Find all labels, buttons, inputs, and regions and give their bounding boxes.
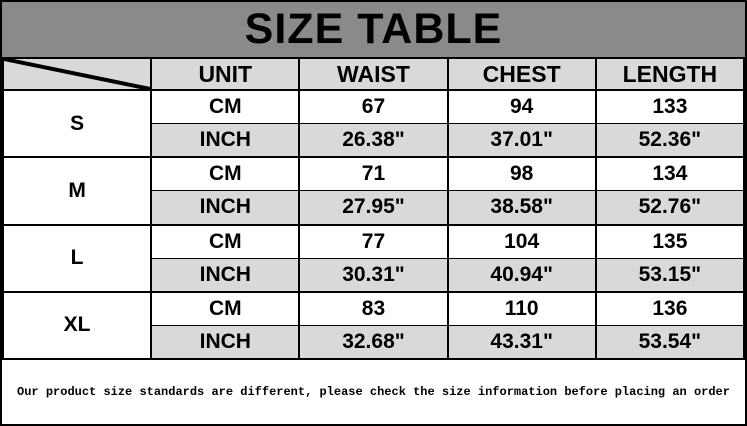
unit-cell: INCH	[150, 257, 301, 293]
cell-waist: 27.95"	[298, 190, 449, 226]
cell-length: 52.76"	[594, 190, 746, 226]
cell-chest: 37.01"	[446, 123, 597, 159]
title-band: SIZE TABLE	[2, 2, 745, 57]
column-header-unit: UNIT	[150, 57, 301, 91]
cell-chest: 104	[446, 223, 597, 259]
unit-cell: INCH	[150, 190, 301, 226]
table-row: INCH 26.38" 37.01" 52.36"	[3, 123, 746, 159]
cell-length: 134	[594, 156, 746, 192]
cell-chest: 94	[446, 89, 597, 125]
corner-cell	[1, 57, 153, 91]
footer-note-bar: Our product size standards are different…	[2, 360, 745, 424]
unit-cell: CM	[150, 290, 301, 326]
cell-waist: 67	[298, 89, 449, 125]
table-row: S CM 67 94 133	[1, 88, 746, 159]
cell-waist: 32.68"	[298, 324, 449, 360]
size-label-cell: S	[1, 88, 153, 159]
page-title: SIZE TABLE	[244, 5, 503, 53]
cell-waist: 30.31"	[298, 257, 449, 293]
size-label-cell: XL	[1, 290, 153, 361]
column-header-length: LENGTH	[594, 57, 746, 91]
table-row: XL CM 83 110 136	[1, 290, 746, 361]
diagonal-line-icon	[4, 59, 150, 89]
cell-chest: 40.94"	[446, 257, 597, 293]
unit-cell: CM	[150, 156, 301, 192]
cell-length: 53.15"	[594, 257, 746, 293]
table-row: M CM 71 98 134	[1, 156, 746, 226]
unit-cell: CM	[150, 89, 301, 125]
cell-chest: 98	[446, 156, 597, 192]
size-label-cell: L	[1, 223, 153, 293]
cell-length: 136	[594, 290, 746, 326]
cell-waist: 26.38"	[298, 123, 449, 159]
cell-chest: 110	[446, 290, 597, 326]
cell-waist: 83	[298, 290, 449, 326]
column-header-chest: CHEST	[446, 57, 597, 91]
table-row: L CM 77 104 135	[1, 223, 746, 293]
unit-cell: INCH	[150, 324, 301, 360]
cell-chest: 38.58"	[446, 190, 597, 226]
column-header-waist: WAIST	[298, 57, 449, 91]
table-row: INCH 30.31" 40.94" 53.15"	[3, 257, 746, 293]
footer-note: Our product size standards are different…	[17, 385, 730, 399]
cell-length: 52.36"	[594, 123, 746, 159]
cell-chest: 43.31"	[446, 324, 597, 360]
table-row: INCH 32.68" 43.31" 53.54"	[3, 324, 746, 360]
header-row: UNIT WAIST CHEST LENGTH	[1, 57, 746, 91]
cell-waist: 77	[298, 223, 449, 259]
cell-length: 135	[594, 223, 746, 259]
size-label-cell: M	[1, 156, 153, 226]
size-table: UNIT WAIST CHEST LENGTH S CM 67 94 133 I…	[1, 57, 746, 361]
unit-cell: INCH	[150, 123, 301, 159]
cell-length: 133	[594, 89, 746, 125]
unit-cell: CM	[150, 223, 301, 259]
table-row: INCH 27.95" 38.58" 52.76"	[3, 190, 746, 226]
cell-length: 53.54"	[594, 324, 746, 360]
cell-waist: 71	[298, 156, 449, 192]
